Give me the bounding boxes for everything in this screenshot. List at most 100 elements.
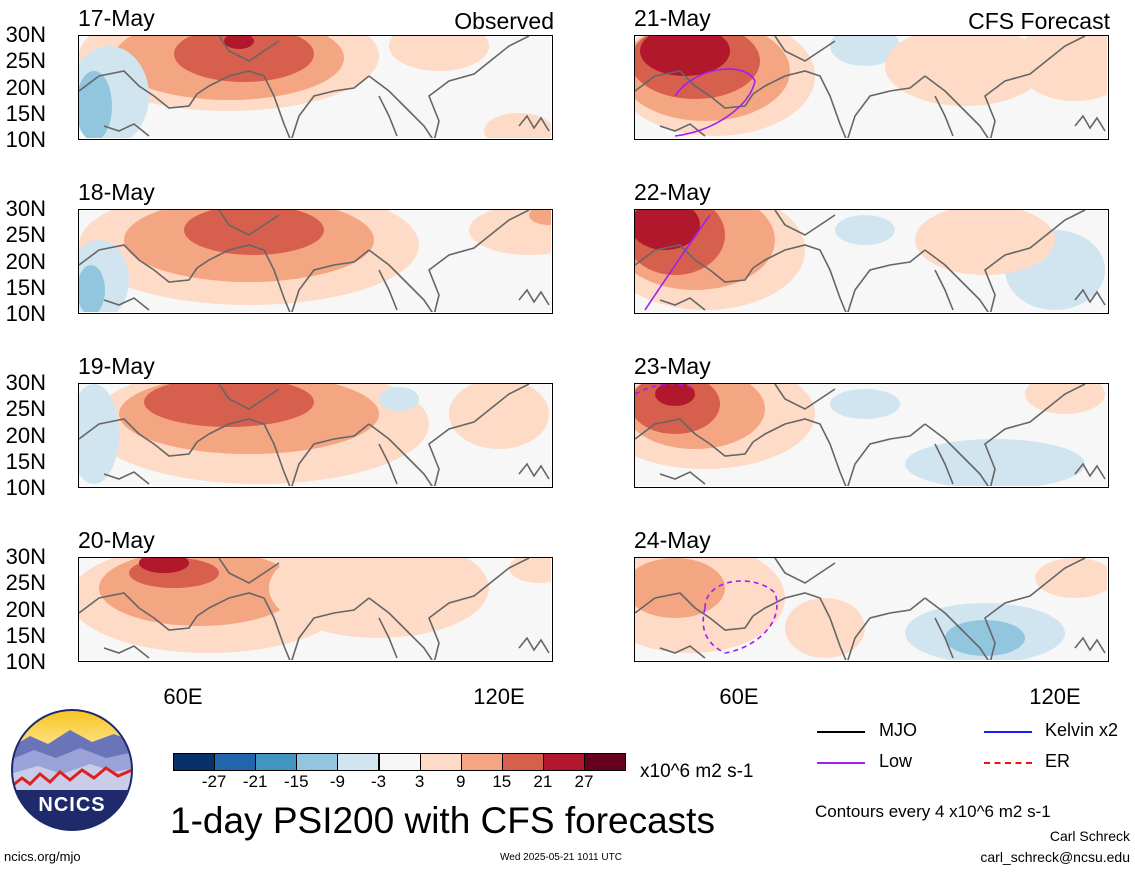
coastline xyxy=(79,418,198,457)
legend-kelvin-label: Kelvin x2 xyxy=(1045,720,1119,740)
lon-label-120e-left: 120E xyxy=(473,684,525,709)
coastline xyxy=(984,558,1086,660)
colorbar-tick-label: -3 xyxy=(370,772,387,791)
lon-label-60e-right: 60E xyxy=(719,684,759,709)
map-panel-17-may xyxy=(78,35,553,140)
coastline xyxy=(847,75,926,138)
observed-header: Observed xyxy=(454,8,554,34)
coastline xyxy=(774,558,836,584)
coastline xyxy=(218,210,280,236)
map-panel-22-may xyxy=(634,209,1109,314)
anomaly-region xyxy=(1035,558,1107,598)
coastline xyxy=(774,384,836,410)
coastline xyxy=(924,423,989,486)
low-contour xyxy=(674,68,756,137)
coastline xyxy=(847,249,926,312)
coastline xyxy=(934,443,954,485)
panel-date-label: 22-May xyxy=(634,179,711,205)
latitude-label: 15N xyxy=(5,622,46,648)
coastline xyxy=(218,36,280,62)
coastline xyxy=(368,597,433,660)
coastline xyxy=(847,423,926,486)
coastline xyxy=(847,597,926,660)
latitude-label: 15N xyxy=(5,100,46,126)
coastline xyxy=(518,288,550,306)
panel-date-label: 23-May xyxy=(634,353,711,379)
colorbar-swatch xyxy=(337,753,380,771)
coastline xyxy=(218,558,280,584)
anomaly-region xyxy=(509,558,551,583)
panel-date-label: 19-May xyxy=(78,353,155,379)
coastline xyxy=(984,384,1086,486)
colorbar-tick-label: -9 xyxy=(329,772,345,791)
anomaly-region xyxy=(635,558,725,618)
latitude-label: 25N xyxy=(5,222,46,248)
coastline xyxy=(934,95,954,137)
anomaly-region xyxy=(1025,384,1105,414)
colorbar-swatch xyxy=(460,753,503,771)
coastline xyxy=(752,592,847,660)
low-contour xyxy=(644,214,711,311)
coastline xyxy=(635,418,754,457)
coastline xyxy=(1074,114,1106,132)
coastline xyxy=(428,384,530,486)
coastline xyxy=(103,123,150,137)
map-panel-18-may xyxy=(78,209,553,314)
colorbar-swatch xyxy=(214,753,257,771)
latitude-label: 20N xyxy=(5,74,46,100)
colorbar-tick-label: -27 xyxy=(201,772,227,791)
latitude-label: 25N xyxy=(5,570,46,596)
latitude-label: 20N xyxy=(5,248,46,274)
legend-low-label: Low xyxy=(879,751,913,771)
panel-date-label: 20-May xyxy=(78,527,155,553)
coastline xyxy=(103,645,150,659)
coastline xyxy=(428,36,530,138)
colorbar-tick-label: 21 xyxy=(533,772,553,791)
coastline xyxy=(79,70,198,109)
colorbar-swatch xyxy=(255,753,298,771)
anomaly-region xyxy=(469,210,551,255)
anomaly-region xyxy=(635,210,700,250)
anomaly-region xyxy=(945,620,1025,656)
colorbar-tick-label: 3 xyxy=(414,772,425,791)
coastline xyxy=(934,269,954,311)
panel-date-label: 18-May xyxy=(78,179,155,205)
colorbar-tick-label: 9 xyxy=(455,772,466,791)
anomaly-region xyxy=(785,598,865,658)
contour-interval-note: Contours every 4 x10^6 m2 s-1 xyxy=(815,802,1051,821)
figure-title: 1-day PSI200 with CFS forecasts xyxy=(170,800,715,841)
legend-er-label: ER xyxy=(1045,751,1071,771)
anomaly-region xyxy=(79,384,119,484)
coastline xyxy=(291,249,370,312)
anomaly-region xyxy=(79,265,105,312)
coastline xyxy=(635,70,754,109)
latitude-label: 30N xyxy=(5,22,46,47)
anomaly-region xyxy=(830,36,900,66)
colorbar-swatch xyxy=(584,753,627,771)
coastline xyxy=(1074,462,1106,480)
colorbar-swatch xyxy=(419,753,462,771)
coastline xyxy=(752,418,847,486)
coastline xyxy=(635,244,754,283)
latitude-label: 25N xyxy=(5,48,46,74)
coastline xyxy=(924,597,989,660)
colorbar-swatch xyxy=(542,753,585,771)
latitude-label: 25N xyxy=(5,396,46,422)
author-email: carl_schreck@ncsu.edu xyxy=(980,849,1130,865)
coastline xyxy=(368,249,433,312)
anomaly-region xyxy=(655,384,695,406)
colorbar-units: x10^6 m2 s-1 xyxy=(640,761,754,782)
latitude-label: 10N xyxy=(5,475,46,500)
lon-label-120e-right: 120E xyxy=(1029,684,1081,709)
coastline xyxy=(659,471,706,485)
coastline xyxy=(291,597,370,660)
anomaly-region xyxy=(1015,36,1107,101)
low-contour xyxy=(635,384,696,395)
anomaly-region xyxy=(640,36,730,76)
low-contour xyxy=(702,580,778,654)
coastline xyxy=(196,592,291,660)
colorbar-tick-label: 27 xyxy=(574,772,594,791)
latitude-label: 15N xyxy=(5,274,46,300)
coastline xyxy=(518,114,550,132)
coastline xyxy=(368,423,433,486)
